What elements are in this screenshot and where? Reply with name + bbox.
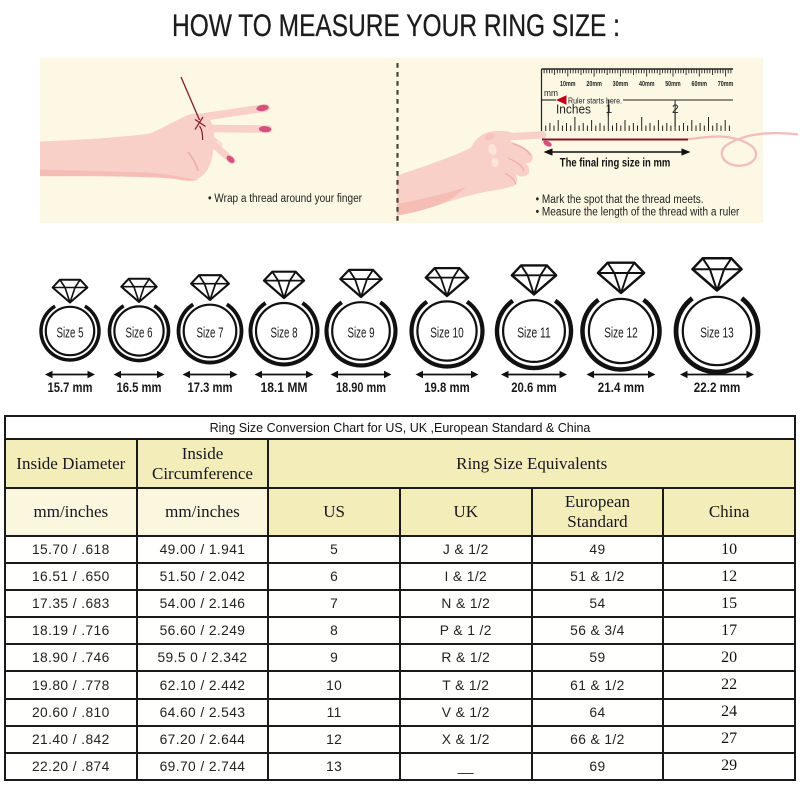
svg-text:70mm: 70mm bbox=[718, 79, 734, 88]
svg-text:Size 7: Size 7 bbox=[197, 325, 224, 342]
svg-text:1: 1 bbox=[606, 102, 613, 116]
svg-text:Size 10: Size 10 bbox=[430, 325, 464, 342]
svg-text:Inches: Inches bbox=[556, 102, 591, 117]
svg-text:17.3 mm: 17.3 mm bbox=[188, 380, 233, 395]
svg-text:• Wrap a thread around your fi: • Wrap a thread around your finger bbox=[208, 193, 362, 205]
svg-text:19.8 mm: 19.8 mm bbox=[424, 380, 470, 395]
svg-text:18.1 MM: 18.1 MM bbox=[261, 380, 308, 395]
svg-text:The final ring size in mm: The final ring size in mm bbox=[560, 158, 671, 170]
svg-text:Size 8: Size 8 bbox=[271, 325, 298, 342]
svg-text:Size 5: Size 5 bbox=[57, 325, 84, 342]
svg-text:15.7 mm: 15.7 mm bbox=[48, 380, 93, 395]
svg-text:18.90 mm: 18.90 mm bbox=[336, 380, 386, 395]
svg-text:22.2 mm: 22.2 mm bbox=[694, 380, 741, 395]
svg-text:Size 12: Size 12 bbox=[604, 325, 638, 342]
svg-text:HOW TO MEASURE YOUR RING SIZE: HOW TO MEASURE YOUR RING SIZE : bbox=[172, 7, 620, 43]
svg-text:• Measure the length of the th: • Measure the length of the thread with … bbox=[536, 207, 740, 219]
svg-text:Size 6: Size 6 bbox=[126, 325, 153, 342]
svg-text:Size 13: Size 13 bbox=[700, 325, 734, 342]
svg-text:• Mark the spot that the threa: • Mark the spot that the thread meets. bbox=[536, 194, 704, 206]
svg-text:30mm: 30mm bbox=[613, 79, 629, 88]
svg-text:21.4 mm: 21.4 mm bbox=[598, 380, 645, 395]
svg-text:20.6 mm: 20.6 mm bbox=[511, 380, 557, 395]
svg-text:Ruler starts here.: Ruler starts here. bbox=[568, 97, 622, 106]
svg-text:16.5 mm: 16.5 mm bbox=[117, 380, 162, 395]
svg-text:mm: mm bbox=[544, 88, 558, 99]
svg-text:Size 9: Size 9 bbox=[348, 325, 375, 342]
svg-text:40mm: 40mm bbox=[639, 79, 655, 88]
svg-text:10mm: 10mm bbox=[560, 79, 576, 88]
svg-text:20mm: 20mm bbox=[586, 79, 602, 88]
svg-text:50mm: 50mm bbox=[665, 79, 681, 88]
svg-text:Size 11: Size 11 bbox=[517, 325, 551, 342]
svg-text:60mm: 60mm bbox=[692, 79, 708, 88]
